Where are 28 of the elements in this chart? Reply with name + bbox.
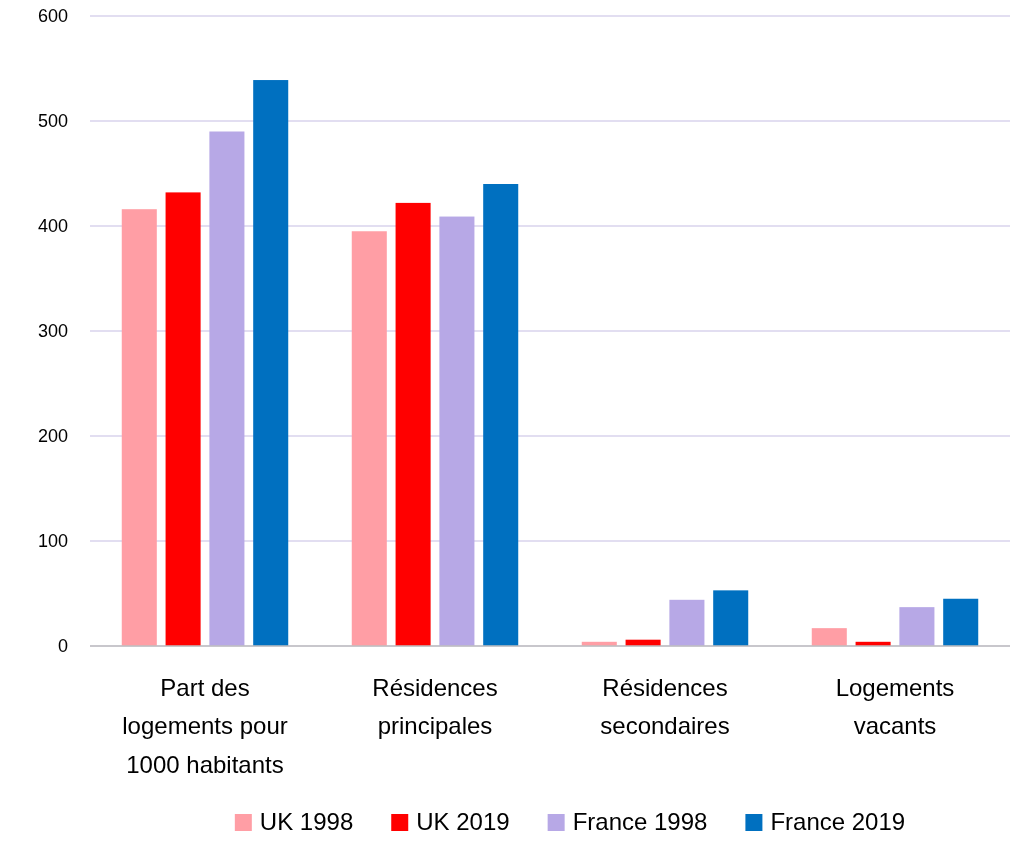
- y-tick-label: 100: [37, 531, 68, 552]
- x-tick-label: Résidences principales: [372, 674, 498, 740]
- bar: [351, 231, 387, 646]
- bar: [121, 209, 157, 646]
- y-tick-label: 400: [37, 216, 68, 237]
- legend-label: France 1998: [572, 808, 708, 835]
- x-tick-label: Logements vacants: [835, 674, 955, 740]
- bar: [439, 216, 475, 646]
- bar: [483, 184, 519, 646]
- legend-label: UK 2019: [416, 808, 510, 835]
- bar: [165, 192, 201, 646]
- bar: [811, 628, 847, 646]
- y-tick-label: 300: [37, 321, 68, 342]
- bar: [253, 80, 289, 646]
- y-tick-label: 600: [37, 6, 68, 27]
- x-tick-label: Résidences secondaires: [600, 674, 730, 740]
- legend-label: France 2019: [770, 808, 906, 835]
- y-tick-label: 200: [37, 426, 68, 447]
- bar: [943, 598, 979, 646]
- y-tick-label: 0: [57, 636, 68, 657]
- bar: [395, 202, 431, 646]
- bar: [899, 607, 935, 646]
- y-tick-label: 500: [37, 111, 68, 132]
- bar: [713, 590, 749, 646]
- bar: [209, 131, 245, 646]
- bar: [669, 599, 705, 646]
- x-tick-label: Part des logements pour 1000 habitants: [122, 674, 288, 778]
- legend-label: UK 1998: [259, 808, 354, 835]
